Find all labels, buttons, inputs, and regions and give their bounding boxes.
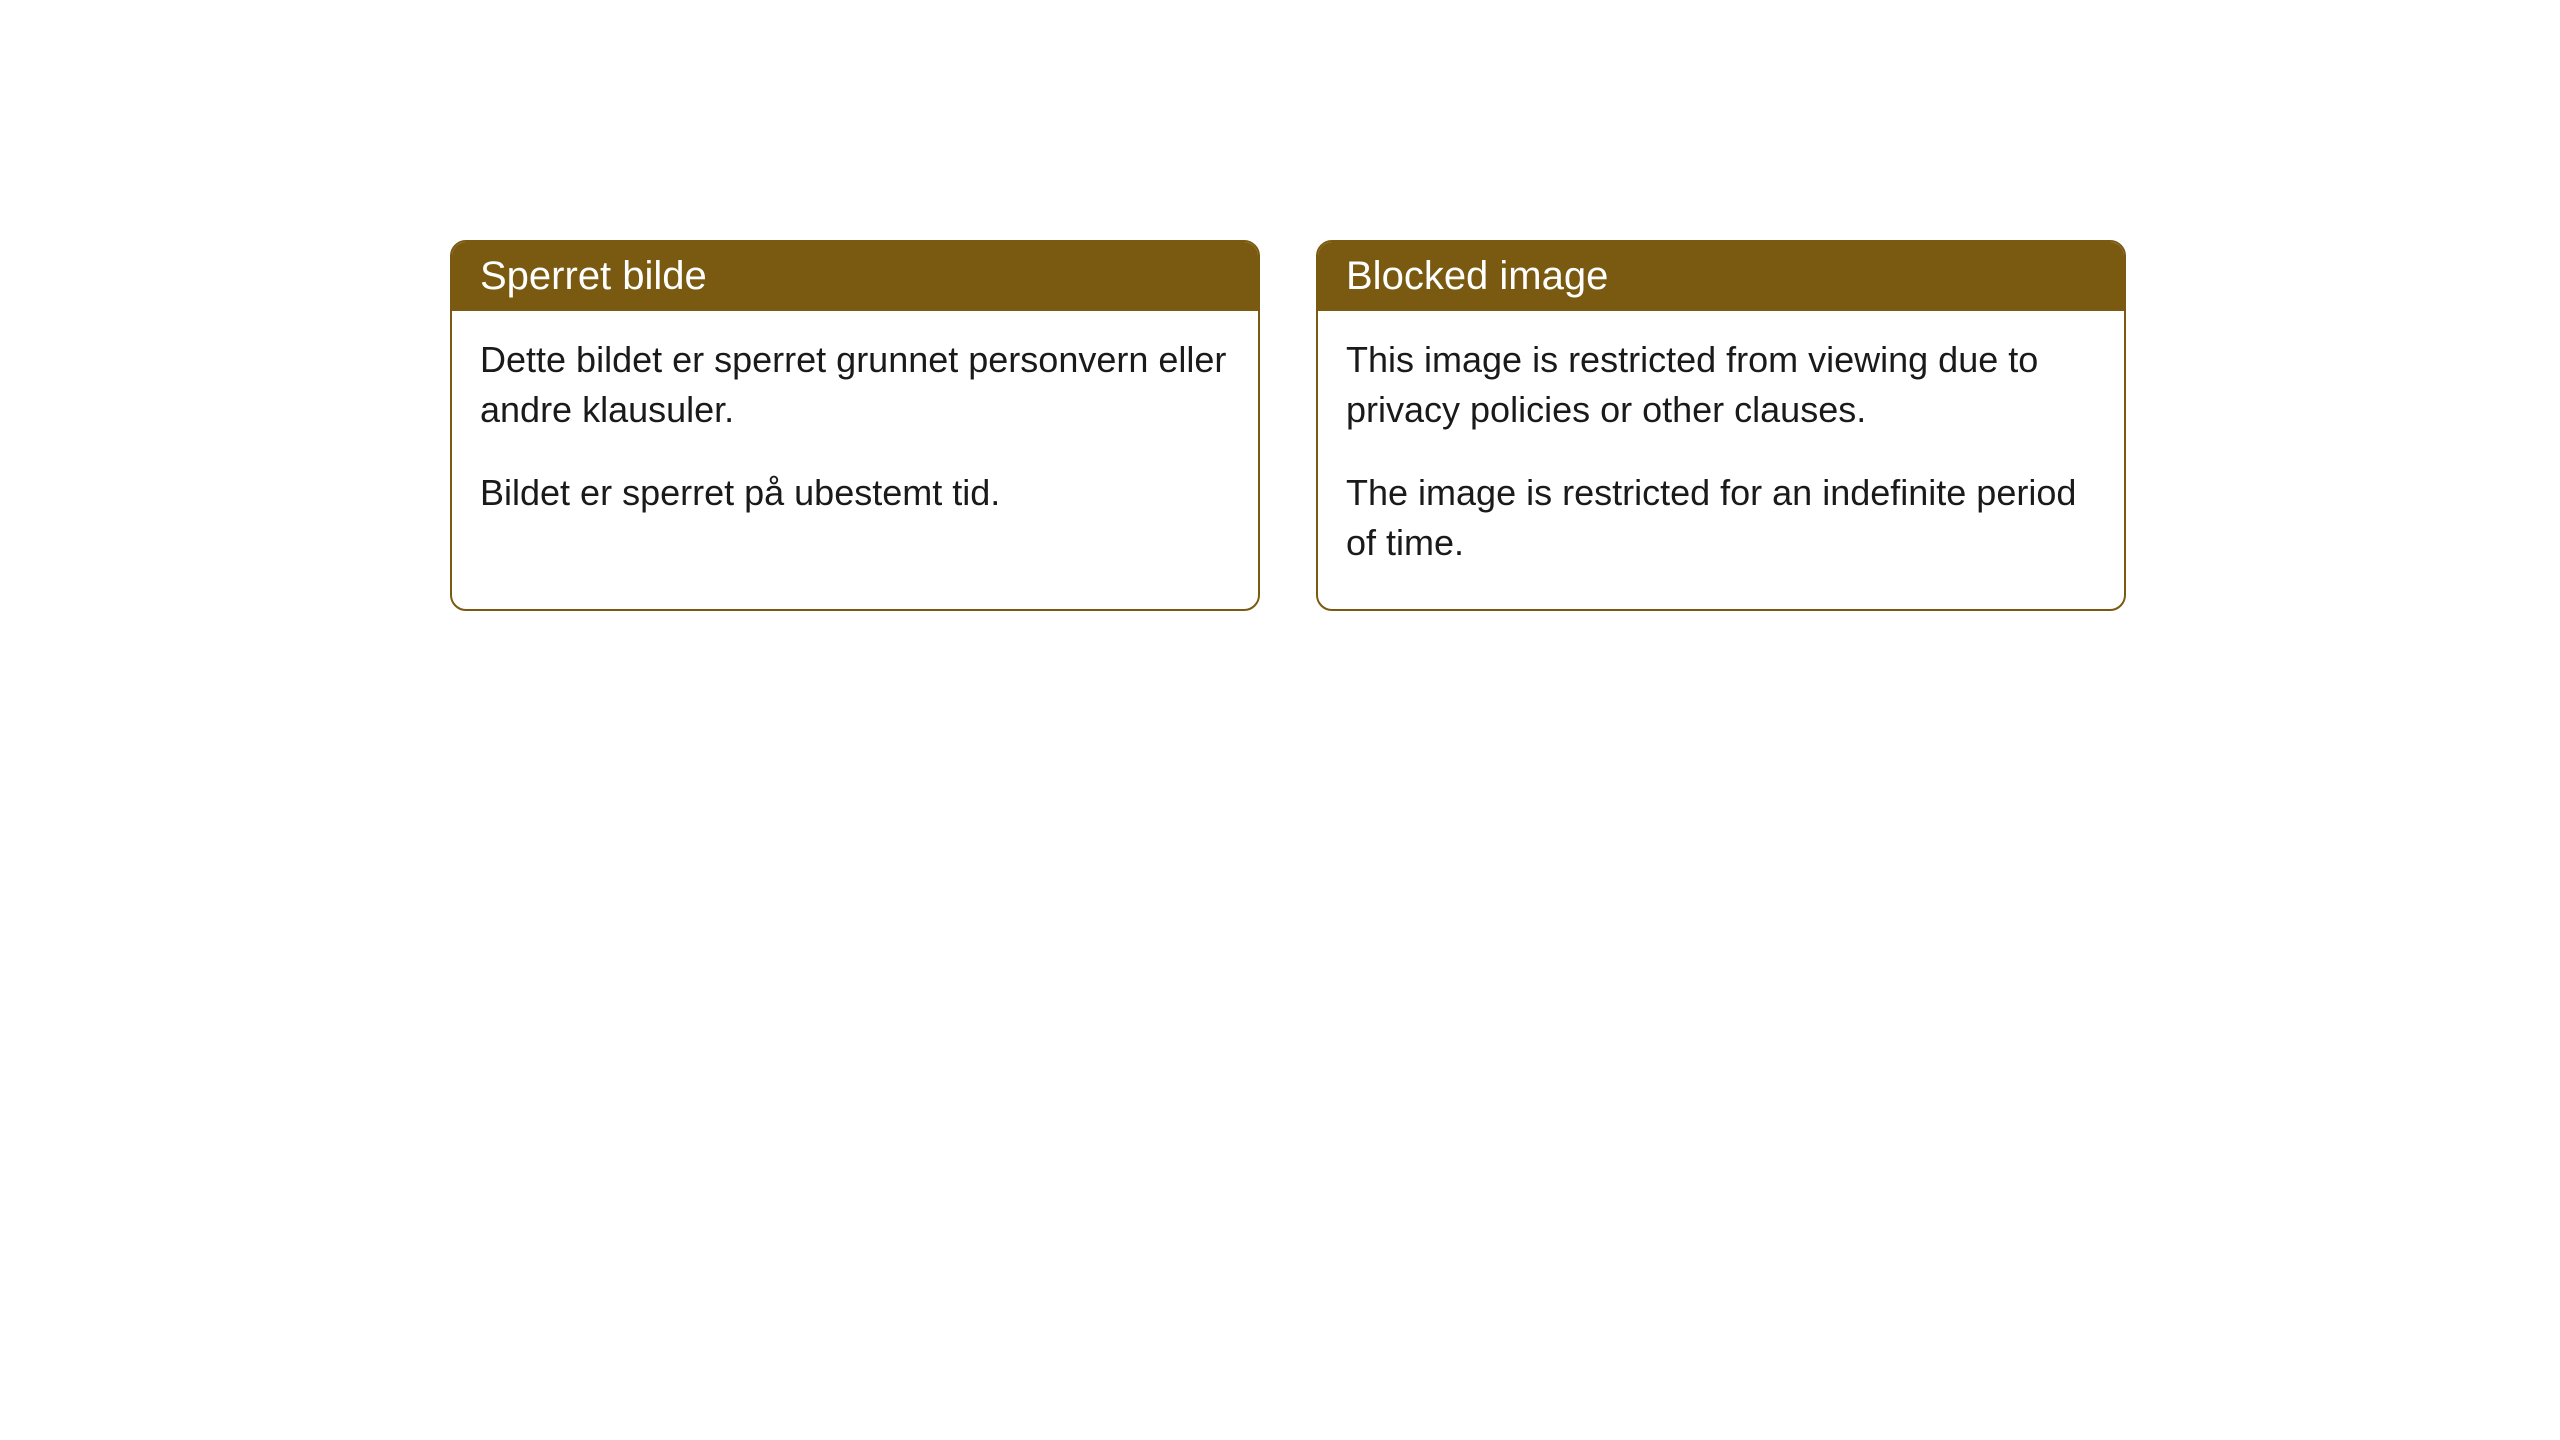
notice-card-english: Blocked image This image is restricted f… [1316, 240, 2126, 611]
card-header-english: Blocked image [1318, 242, 2124, 311]
card-header-norwegian: Sperret bilde [452, 242, 1258, 311]
card-title: Blocked image [1346, 254, 1608, 298]
card-paragraph: Dette bildet er sperret grunnet personve… [480, 335, 1230, 436]
card-paragraph: Bildet er sperret på ubestemt tid. [480, 468, 1230, 518]
notice-cards-container: Sperret bilde Dette bildet er sperret gr… [450, 240, 2126, 611]
notice-card-norwegian: Sperret bilde Dette bildet er sperret gr… [450, 240, 1260, 611]
card-body-norwegian: Dette bildet er sperret grunnet personve… [452, 311, 1258, 558]
card-paragraph: This image is restricted from viewing du… [1346, 335, 2096, 436]
card-title: Sperret bilde [480, 254, 707, 298]
card-paragraph: The image is restricted for an indefinit… [1346, 468, 2096, 569]
card-body-english: This image is restricted from viewing du… [1318, 311, 2124, 609]
